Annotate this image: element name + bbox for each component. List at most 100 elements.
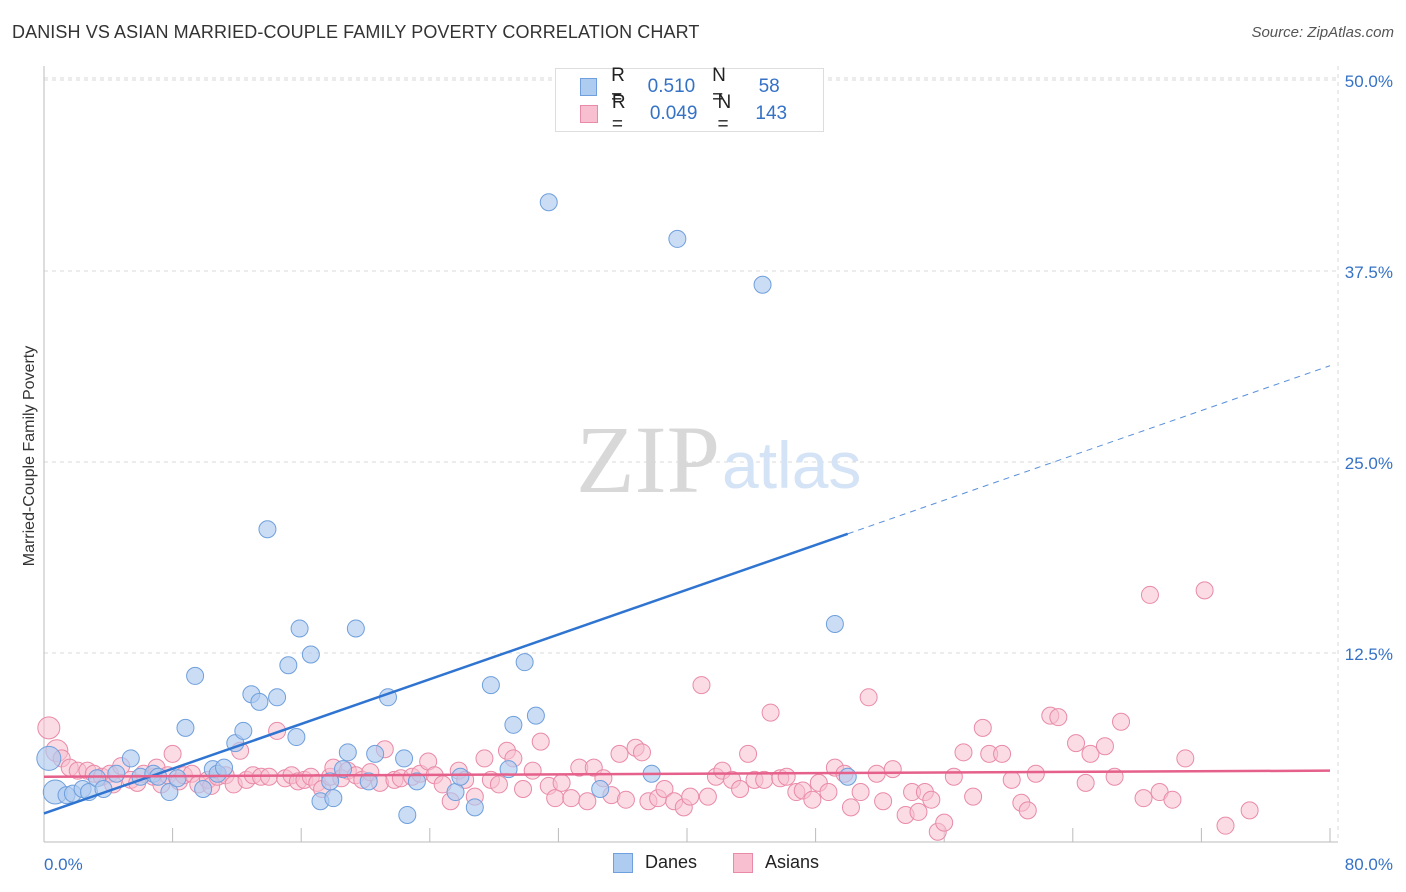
- asians-point: [1002, 770, 1021, 789]
- danes-point: [481, 676, 500, 695]
- danes-point: [504, 715, 523, 734]
- danes-point: [250, 692, 269, 711]
- y-tick-label: 12.5%: [1345, 645, 1393, 664]
- legend-row-danes: R = 0.510 N = 58: [580, 65, 823, 108]
- asians-point: [531, 732, 550, 751]
- asians-point: [1049, 708, 1068, 727]
- asians-point: [944, 767, 963, 786]
- asians-point: [935, 813, 954, 832]
- asians-point: [993, 744, 1012, 763]
- asians-point: [514, 779, 533, 798]
- asians-point: [973, 718, 992, 737]
- danes-point: [268, 688, 287, 707]
- asians-point: [851, 783, 870, 802]
- chart-title: DANISH VS ASIAN MARRIED-COUPLE FAMILY PO…: [12, 22, 700, 42]
- danes-point: [465, 798, 484, 817]
- asians-point: [1018, 801, 1037, 820]
- x-tick-label-max: 80.0%: [1345, 855, 1393, 874]
- bottom-legend-asians[interactable]: Asians: [733, 852, 819, 873]
- asians-point: [632, 743, 651, 762]
- trend-lines: [43, 365, 1331, 815]
- axes: [43, 66, 1338, 843]
- asians-point: [1176, 749, 1195, 768]
- source-label: Source: ZipAtlas.com: [1251, 24, 1394, 41]
- danes-point: [279, 656, 298, 675]
- asians-point: [922, 790, 941, 809]
- danes-point: [215, 758, 234, 777]
- y-tick-label: 37.5%: [1345, 263, 1393, 282]
- asians-point: [883, 760, 902, 779]
- asians-legend-label: Asians: [765, 852, 820, 872]
- danes-point: [591, 779, 610, 798]
- danes-trend-line: [43, 532, 849, 815]
- asians-point: [163, 744, 182, 763]
- asians-point: [1095, 737, 1114, 756]
- y-tick-label: 25.0%: [1345, 454, 1393, 473]
- asians-trend-line: [43, 769, 1331, 779]
- bottom-legend: Danes Asians: [0, 852, 1406, 878]
- danes-point: [168, 769, 187, 788]
- danes-point: [333, 760, 352, 779]
- asians-point: [1112, 712, 1131, 731]
- danes-point: [338, 743, 357, 762]
- asians-r-value: 0.049: [649, 103, 698, 124]
- grid-lines: [44, 66, 1339, 842]
- asians-point: [909, 802, 928, 821]
- asians-point: [964, 787, 983, 806]
- danes-point: [825, 614, 844, 633]
- asians-point: [1240, 801, 1259, 820]
- danes-legend-icon: [613, 852, 633, 873]
- danes-point: [753, 275, 772, 294]
- asians-n-label: N =: [717, 92, 732, 135]
- asians-point: [475, 749, 494, 768]
- asians-point: [1195, 581, 1214, 600]
- asians-point: [552, 773, 571, 792]
- asians-point: [268, 721, 287, 740]
- asians-point: [1163, 790, 1182, 809]
- danes-point: [194, 779, 213, 798]
- danes-points: [36, 193, 857, 824]
- asians-point: [698, 787, 717, 806]
- danes-point: [359, 772, 378, 791]
- asians-point: [1134, 789, 1153, 808]
- asians-point: [1216, 816, 1235, 835]
- asians-point: [681, 787, 700, 806]
- asians-point: [523, 761, 542, 780]
- asians-point: [954, 743, 973, 762]
- asians-point: [692, 676, 711, 695]
- asians-point: [819, 783, 838, 802]
- bottom-legend-danes[interactable]: Danes: [613, 852, 697, 873]
- asians-point: [874, 792, 893, 811]
- legend-row-asians: R = 0.049 N = 143: [580, 92, 823, 135]
- asians-point: [655, 779, 674, 798]
- asians-point: [731, 779, 750, 798]
- danes-r-label: R =: [611, 65, 625, 108]
- asians-point: [739, 744, 758, 763]
- asians-swatch-icon: [580, 105, 598, 123]
- asians-points: [37, 581, 1259, 841]
- danes-point: [121, 749, 140, 768]
- danes-point: [668, 229, 687, 248]
- danes-n-label: N =: [712, 65, 726, 108]
- danes-point: [539, 193, 558, 212]
- danes-point: [160, 783, 179, 802]
- danes-point: [290, 619, 309, 638]
- asians-legend-icon: [733, 852, 753, 873]
- danes-point: [526, 706, 545, 725]
- asians-point: [562, 789, 581, 808]
- asians-point: [1140, 585, 1159, 604]
- asians-point: [803, 790, 822, 809]
- asians-point: [1067, 734, 1086, 753]
- asians-r-label: R =: [611, 92, 626, 135]
- danes-point: [398, 805, 417, 824]
- asians-point: [578, 792, 597, 811]
- danes-point: [407, 772, 426, 791]
- danes-n-value: 58: [758, 76, 780, 97]
- danes-point: [324, 789, 343, 808]
- asians-point: [777, 767, 796, 786]
- danes-point: [301, 645, 320, 664]
- watermark-zip: ZIP: [576, 406, 720, 513]
- asians-point: [1081, 744, 1100, 763]
- danes-trend-extension: [847, 365, 1331, 535]
